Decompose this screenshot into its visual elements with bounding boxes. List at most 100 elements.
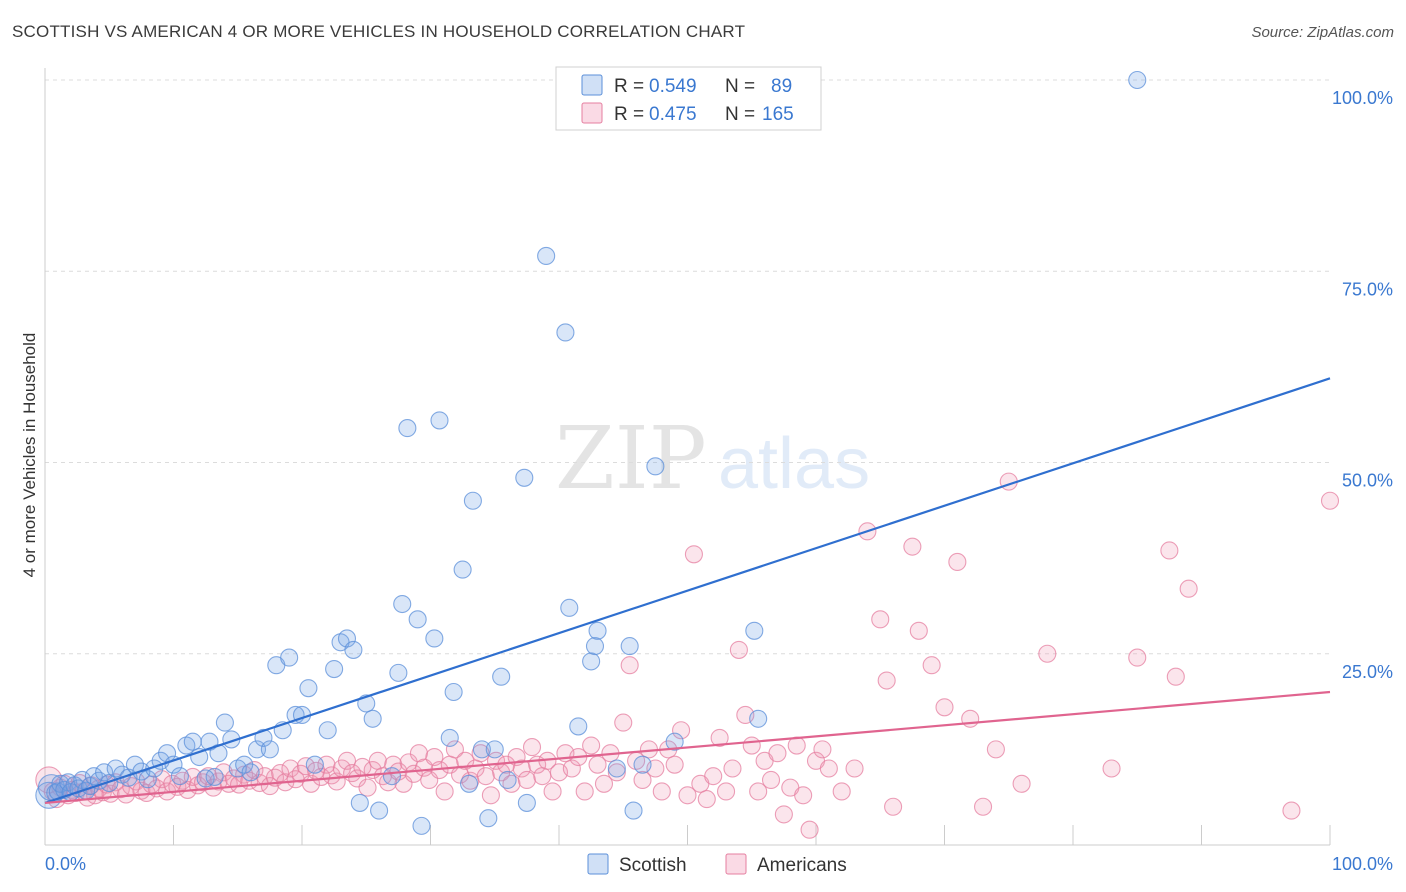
legend-r-label-2: R = <box>614 104 644 125</box>
point-scottish <box>479 809 498 828</box>
point-scottish <box>344 640 363 659</box>
point-americans <box>281 759 300 778</box>
legend-r-value-2: 0.475 <box>649 104 697 125</box>
x-tick-label: 0.0% <box>45 854 86 874</box>
point-americans <box>774 805 793 824</box>
point-scottish <box>408 610 427 629</box>
point-scottish <box>215 713 234 732</box>
trend-lines <box>44 377 1331 805</box>
point-americans <box>445 740 464 759</box>
point-scottish <box>585 637 605 656</box>
legend-swatch-scottish <box>581 74 603 96</box>
point-scottish <box>196 769 215 788</box>
point-americans <box>214 763 233 782</box>
point-americans <box>948 552 967 572</box>
series-scottish <box>35 70 1147 835</box>
point-americans <box>409 744 428 763</box>
point-americans <box>716 782 736 801</box>
point-americans <box>973 797 993 816</box>
point-scottish <box>370 801 389 820</box>
legend-n-value-2: 165 <box>762 104 794 125</box>
point-americans <box>729 640 748 659</box>
point-americans <box>607 763 626 782</box>
point-americans <box>1320 491 1340 510</box>
point-americans <box>672 721 691 740</box>
point-americans <box>456 751 475 770</box>
point-americans <box>476 767 495 786</box>
point-americans <box>742 736 761 755</box>
point-americans <box>358 778 377 797</box>
point-scottish <box>560 598 579 617</box>
point-scottish <box>459 774 479 793</box>
watermark-atlas: atlas <box>718 424 870 504</box>
point-americans <box>819 759 838 778</box>
point-scottish <box>569 717 588 736</box>
point-scottish <box>624 801 643 820</box>
data-points <box>35 70 1340 839</box>
point-scottish <box>389 663 408 682</box>
point-americans <box>723 759 742 778</box>
point-scottish <box>241 763 260 782</box>
point-americans <box>749 782 768 801</box>
chart-title: SCOTTISH VS AMERICAN 4 OR MORE VEHICLES … <box>12 22 746 41</box>
point-americans <box>1166 667 1185 686</box>
point-scottish <box>620 637 639 656</box>
point-americans <box>1102 759 1121 778</box>
point-americans <box>522 738 542 757</box>
point-americans <box>986 740 1005 759</box>
point-americans <box>562 759 581 778</box>
point-scottish <box>665 732 684 751</box>
point-scottish <box>582 652 601 671</box>
point-scottish <box>260 740 279 759</box>
legend-bottom-swatch-scottish <box>587 853 609 875</box>
legend-box <box>555 66 822 131</box>
legend-r-label-1: R = <box>614 76 644 97</box>
point-americans <box>575 782 594 801</box>
legend-bottom-label-scottish: Scottish <box>619 855 687 876</box>
y-tick-label: 50.0% <box>1342 471 1393 491</box>
point-americans <box>512 759 531 778</box>
point-scottish <box>515 468 534 487</box>
point-americans <box>260 777 279 796</box>
axes <box>44 68 1331 846</box>
point-scottish <box>254 728 273 747</box>
point-americans <box>871 610 890 629</box>
point-americans <box>404 764 423 783</box>
correlation-legend: R = 0.549 N = 89 R = 0.475 N = 165 <box>555 66 822 131</box>
point-americans <box>1128 648 1147 667</box>
point-americans <box>813 740 832 759</box>
point-scottish <box>183 732 202 751</box>
point-scottish <box>588 621 607 640</box>
legend-bottom-label-americans: Americans <box>757 855 847 876</box>
point-americans <box>935 698 954 717</box>
point-scottish <box>537 246 556 265</box>
point-americans <box>481 786 500 805</box>
y-tick-label: 75.0% <box>1342 279 1393 299</box>
point-scottish <box>517 793 536 812</box>
point-americans <box>845 759 864 778</box>
point-americans <box>800 820 819 839</box>
point-americans <box>832 782 851 801</box>
y-tick-label: 100.0% <box>1332 88 1393 108</box>
point-scottish <box>382 767 402 786</box>
point-scottish <box>318 721 337 740</box>
point-americans <box>435 782 454 801</box>
point-scottish <box>325 659 344 679</box>
legend-swatch-americans <box>581 102 603 124</box>
point-americans <box>543 782 562 801</box>
point-americans <box>903 537 922 556</box>
point-americans <box>594 774 614 793</box>
point-americans <box>710 728 729 747</box>
point-americans <box>684 545 703 564</box>
point-scottish <box>463 491 482 510</box>
point-americans <box>633 770 652 790</box>
point-scottish <box>440 728 459 747</box>
point-americans <box>1179 579 1198 598</box>
point-americans <box>909 621 928 640</box>
point-americans <box>768 744 787 763</box>
point-americans <box>1282 801 1301 820</box>
point-scottish <box>393 594 412 614</box>
point-scottish <box>305 755 324 774</box>
point-americans <box>368 751 387 770</box>
